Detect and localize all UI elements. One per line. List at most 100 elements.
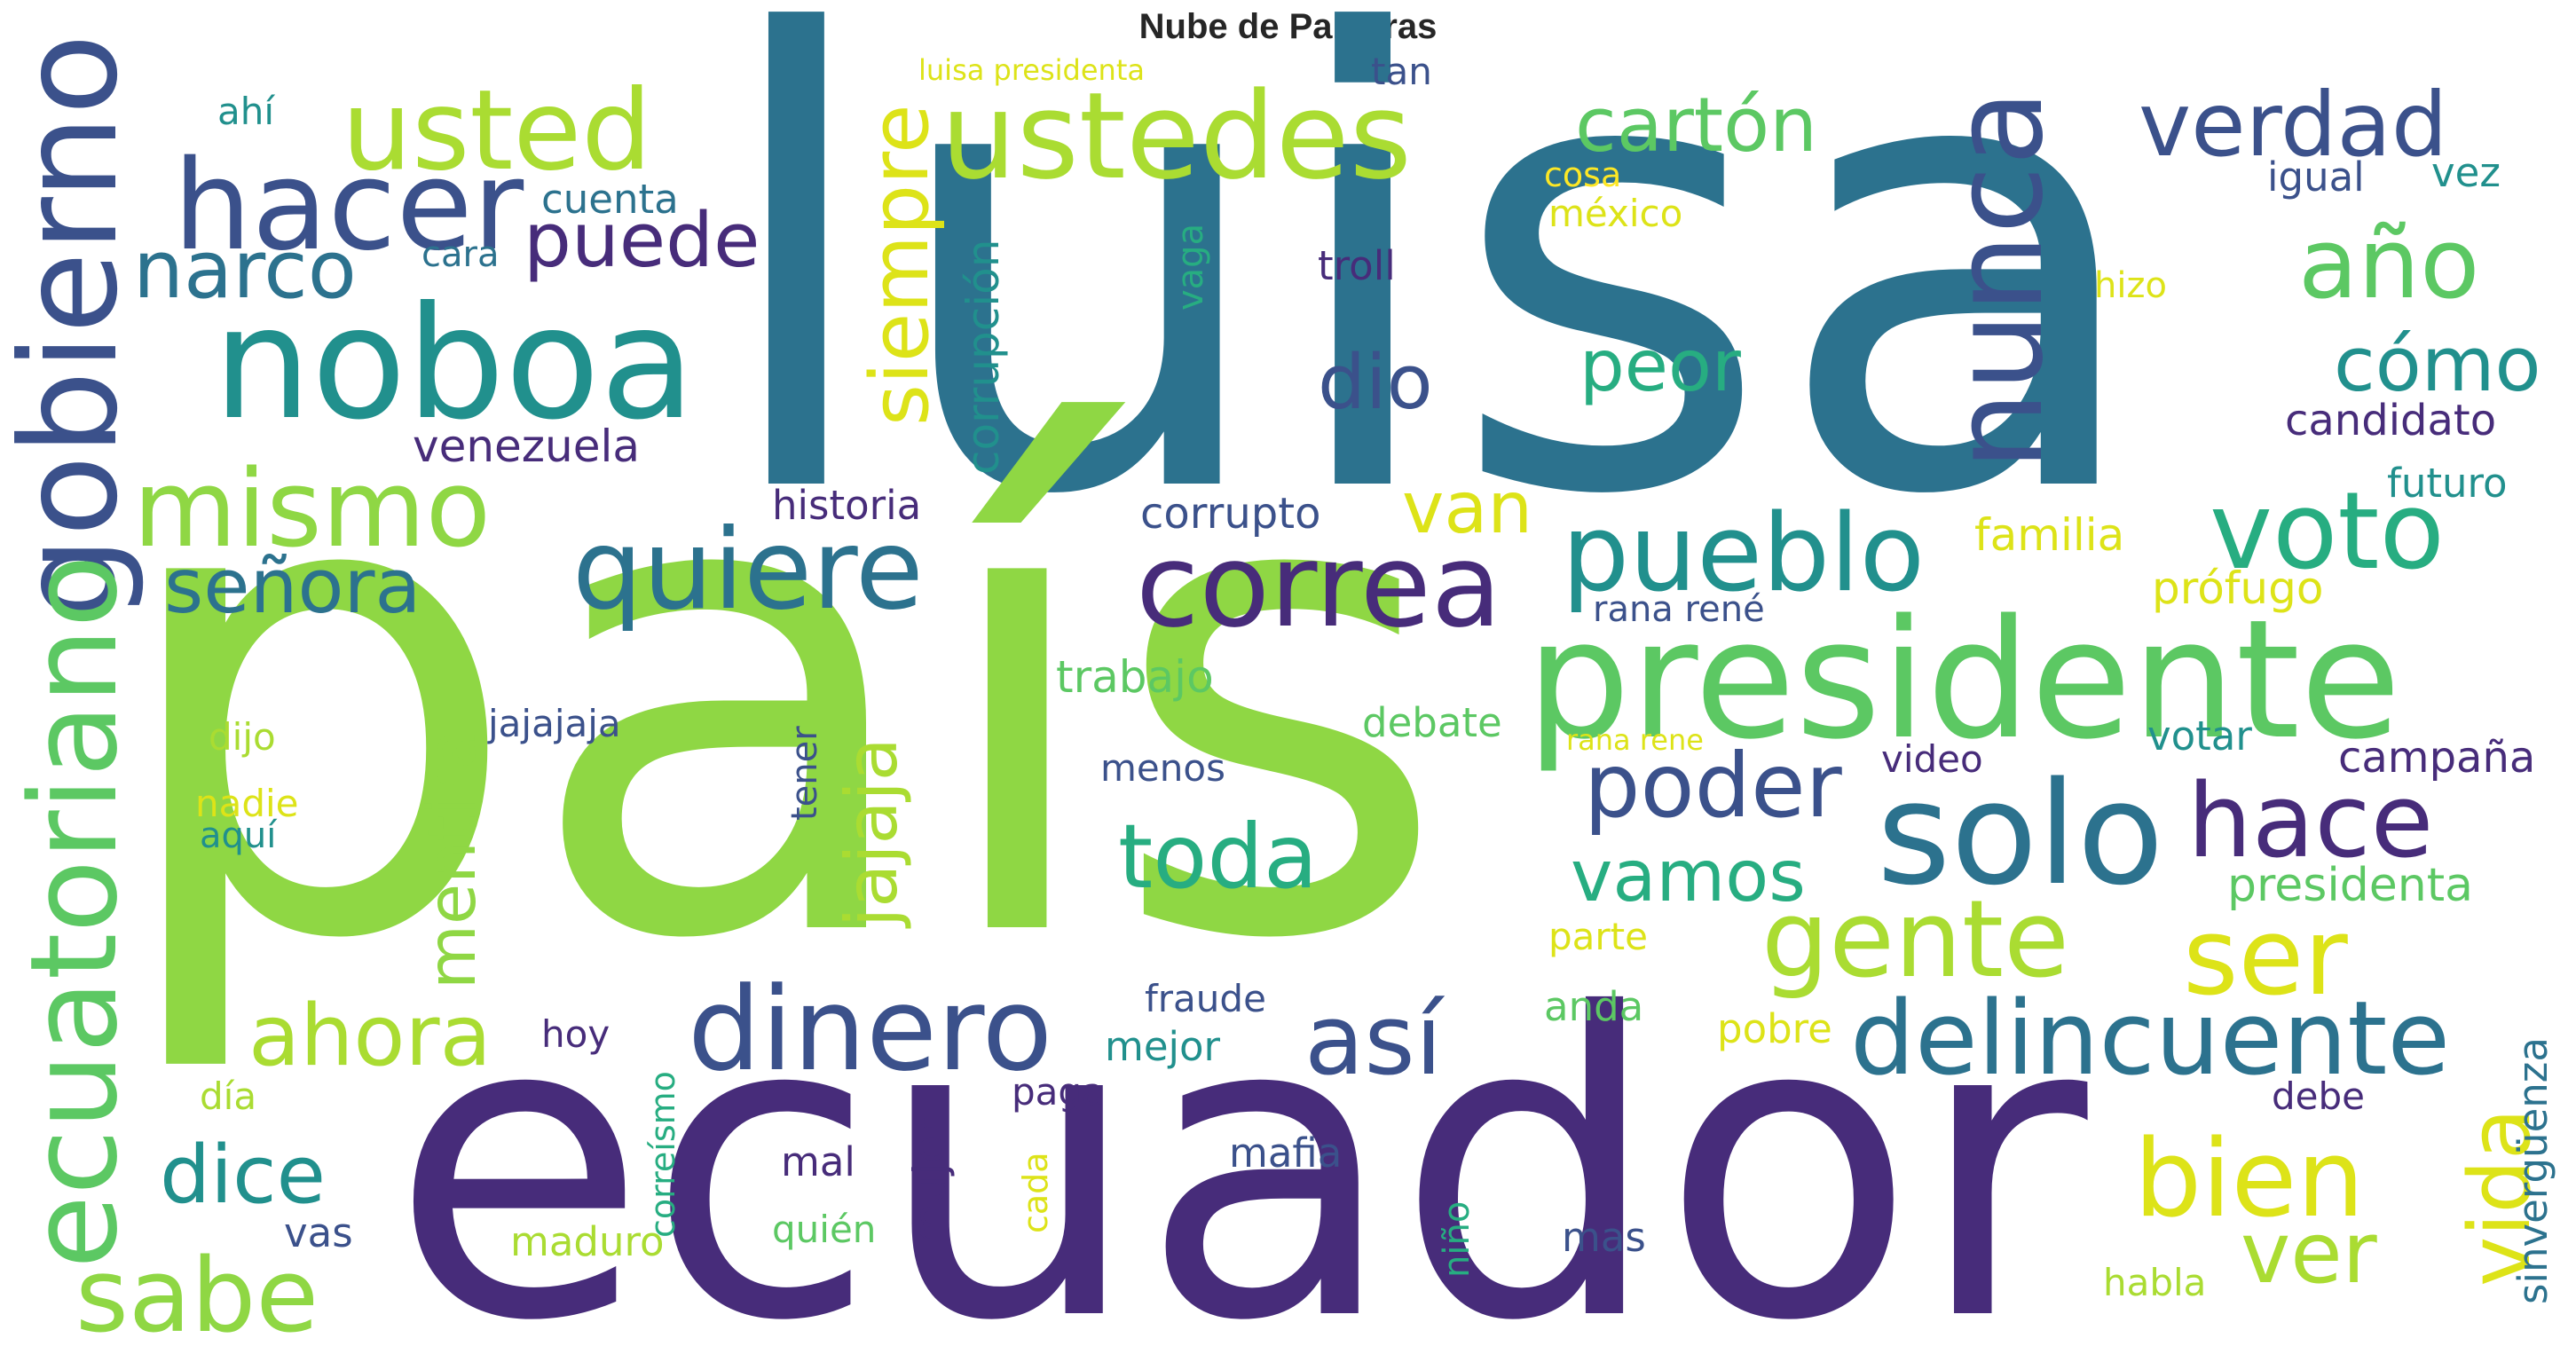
- word-futuro: futuro: [2387, 460, 2508, 507]
- word-quiere: quiere: [572, 506, 924, 634]
- word-jajajaja: jajajaja: [487, 702, 621, 745]
- word-ahí: ahí: [217, 90, 275, 133]
- word-usted: usted: [342, 67, 652, 195]
- word-noboa: noboa: [213, 274, 695, 454]
- word-rana-rené: rana rené: [1593, 589, 1765, 630]
- word-hace: hace: [2187, 762, 2433, 881]
- word-troll: troll: [1318, 242, 1396, 289]
- word-jajaja: jajaja: [831, 737, 913, 929]
- word-dio: dio: [1318, 339, 1433, 427]
- word-hizo: hizo: [2094, 265, 2167, 306]
- word-tan: tan: [1371, 50, 1432, 93]
- word-prófugo: prófugo: [2152, 563, 2323, 614]
- word-campaña: campaña: [2338, 733, 2535, 783]
- word-señora: señora: [164, 543, 421, 631]
- word-nunca: nunca: [1926, 90, 2071, 470]
- word-ver: ver: [2241, 1205, 2378, 1303]
- word-debate: debate: [1362, 699, 1502, 746]
- word-cuenta: cuenta: [541, 176, 679, 223]
- word-dijo: dijo: [209, 715, 276, 759]
- word-mejor: mejor: [1105, 1023, 1221, 1070]
- word-presidenta: presidenta: [2227, 859, 2473, 912]
- word-tener: tener: [784, 726, 825, 821]
- word-vamos: vamos: [1571, 835, 1806, 917]
- word-delincuente: delincuente: [1850, 980, 2450, 1098]
- word-hoy: hoy: [541, 1012, 610, 1056]
- word-niño: niño: [1437, 1201, 1477, 1278]
- word-voto: voto: [2210, 470, 2445, 594]
- word-menos: menos: [1100, 746, 1225, 790]
- word-mismo: mismo: [133, 448, 491, 571]
- word-mafia: mafia: [1229, 1130, 1342, 1177]
- word-vez: vez: [2431, 149, 2501, 196]
- word-siempre: siempre: [854, 105, 947, 426]
- word-méxico: méxico: [1548, 192, 1682, 235]
- word-gente: gente: [1761, 878, 2069, 1002]
- word-mal: mal: [781, 1138, 855, 1185]
- word-cosa: cosa: [1544, 155, 1621, 194]
- word-luisa-presidenta: luisa presidenta: [918, 53, 1145, 87]
- word-toda: toda: [1118, 805, 1318, 909]
- word-cómo: cómo: [2334, 321, 2541, 409]
- word-mujer: mujer: [904, 1117, 956, 1247]
- word-video: video: [1881, 737, 1983, 781]
- word-presidente: presidente: [1526, 584, 2401, 775]
- chart-title: Nube de Palabras: [1138, 7, 1438, 46]
- word-igual: igual: [2267, 153, 2365, 201]
- word-quién: quién: [772, 1208, 876, 1251]
- word-pueblo: pueblo: [1562, 492, 1925, 616]
- word-nadie: nadie: [195, 782, 299, 825]
- word-vas: vas: [284, 1209, 353, 1256]
- word-así: así: [1304, 983, 1446, 1097]
- word-gobierno: gobierno: [0, 34, 147, 621]
- word-ser: ser: [2183, 896, 2348, 1019]
- word-dice: dice: [160, 1129, 326, 1222]
- word-votar: votar: [2147, 712, 2252, 760]
- word-parte: parte: [1548, 915, 1648, 958]
- word-corrupto: corrupto: [1140, 489, 1320, 539]
- word-trabajo: trabajo: [1056, 651, 1214, 703]
- word-mas: mas: [1562, 1214, 1646, 1261]
- word-mentira: mentira: [413, 728, 491, 989]
- word-hacer: hacer: [173, 134, 524, 279]
- word-correa: correa: [1136, 518, 1501, 653]
- word-luisa: luisa: [710, 0, 2153, 631]
- word-habla: habla: [2103, 1261, 2206, 1304]
- word-solo: solo: [1877, 751, 2164, 917]
- word-corrupción: corrupción: [957, 240, 1009, 475]
- word-narco: narco: [133, 224, 357, 317]
- word-ecuador: ecuador: [390, 926, 2092, 1346]
- word-cartón: cartón: [1575, 82, 1817, 169]
- word-bien: bien: [2134, 1118, 2364, 1241]
- word-peor: peor: [1579, 325, 1741, 407]
- word-aquí: aquí: [200, 815, 278, 856]
- word-correísmo: correísmo: [643, 1071, 682, 1238]
- word-año: año: [2298, 207, 2479, 320]
- word-país: país: [106, 318, 1450, 1082]
- word-poder: poder: [1584, 734, 1843, 838]
- word-rana-rene: rana rene: [1566, 723, 1704, 757]
- word-candidato: candidato: [2285, 396, 2496, 445]
- word-ahora: ahora: [248, 988, 492, 1085]
- word-debe: debe: [2272, 1074, 2365, 1118]
- word-dinero: dinero: [688, 962, 1052, 1097]
- word-van: van: [1402, 467, 1532, 549]
- word-vida: vida: [2452, 1108, 2549, 1287]
- word-vaga: vaga: [1170, 224, 1211, 311]
- word-cada: cada: [1016, 1152, 1055, 1233]
- word-anda: anda: [1544, 983, 1643, 1030]
- word-familia: familia: [1974, 509, 2124, 561]
- word-paga: paga: [1012, 1070, 1105, 1114]
- word-pobre: pobre: [1717, 1005, 1832, 1052]
- word-sinvergüenza: sinvergüenza: [2509, 1037, 2556, 1304]
- word-puede: puede: [524, 197, 760, 285]
- word-fraude: fraude: [1145, 977, 1266, 1020]
- word-maduro: maduro: [510, 1218, 665, 1265]
- word-día: día: [200, 1074, 256, 1118]
- word-sabe: sabe: [75, 1237, 319, 1346]
- word-cara: cara: [421, 234, 499, 275]
- word-verdad: verdad: [2139, 73, 2447, 177]
- word-ustedes: ustedes: [941, 67, 1412, 206]
- word-historia: historia: [772, 482, 921, 529]
